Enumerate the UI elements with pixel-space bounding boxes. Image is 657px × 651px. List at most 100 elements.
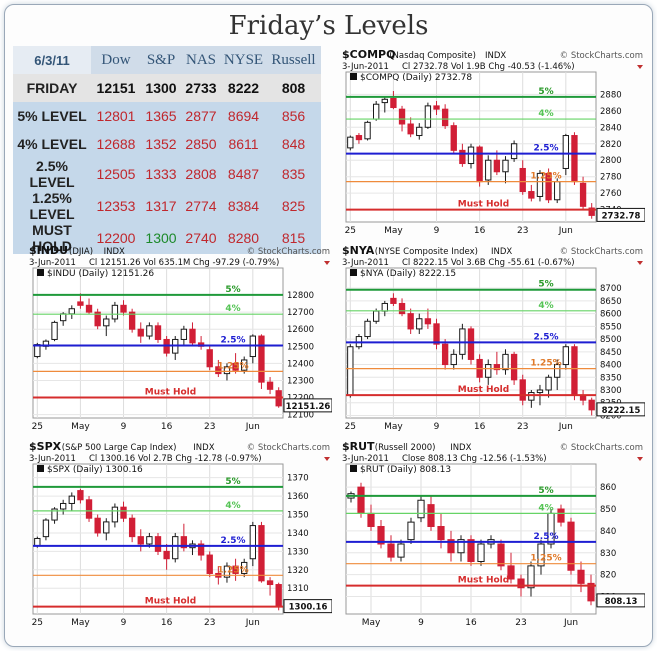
y-tick-label: 12100 <box>287 411 314 421</box>
candle-body <box>51 508 58 521</box>
candle-body <box>347 136 354 149</box>
candle-body <box>437 526 445 541</box>
y-tick-label: 12700 <box>287 308 314 318</box>
y-tick-label: 8450 <box>600 348 622 358</box>
y-tick-label: 2780 <box>600 173 622 183</box>
x-tick-label: Jun <box>245 618 260 628</box>
candle-body <box>424 105 432 128</box>
candle-body <box>528 392 535 401</box>
level-label: Must Hold <box>145 597 196 607</box>
candle-body <box>85 304 93 313</box>
level-label: Must Hold <box>458 576 509 586</box>
table-cell: 12151 <box>96 80 136 96</box>
candle-body <box>60 502 67 510</box>
candle-body <box>258 335 265 383</box>
table-cell: 825 <box>281 198 306 214</box>
x-tick-label: 25 <box>32 422 43 432</box>
row-label: 2.5% LEVEL <box>13 158 91 190</box>
candle-body <box>407 123 414 135</box>
candle-body <box>390 297 397 304</box>
last-price-box <box>596 593 645 608</box>
table-cell: 8222 <box>227 80 260 96</box>
x-tick-label: 25 <box>32 618 43 628</box>
chart-compq: $COMPQ (Nasdaq Composite) INDX © StockChart… <box>340 46 645 236</box>
level-label: 2.5% <box>534 144 559 154</box>
y-tick-label: 860 <box>600 483 616 493</box>
table-date: 6/3/11 <box>13 46 91 74</box>
candle-body <box>537 543 545 567</box>
table-cell: 12200 <box>96 230 136 246</box>
candle-body <box>172 536 179 560</box>
candle-body <box>137 536 144 545</box>
x-tick-label: 9 <box>121 422 127 432</box>
candle-body <box>137 328 144 337</box>
candle-body <box>357 486 365 514</box>
candle-body <box>249 525 256 560</box>
table-cell: 2850 <box>185 136 217 152</box>
candle-body <box>424 318 432 325</box>
candle-body <box>387 543 395 558</box>
candle-body <box>120 506 127 519</box>
chart-stats: Close 808.13 Chg -12.56 (-1.53%) <box>402 454 547 464</box>
level-label: 1.25% <box>530 554 561 564</box>
y-tick-label: 8200 <box>600 411 622 421</box>
page-frame: Friday’s Levels 6/3/11 Dow S&P NAS NYSE … <box>4 4 653 647</box>
y-tick-label: 2820 <box>600 140 622 150</box>
candle-body <box>146 325 153 337</box>
x-tick-label: May <box>384 422 403 432</box>
legend-swatch <box>350 465 357 472</box>
row-label: FRIDAY <box>13 74 91 102</box>
candle-body <box>536 389 544 394</box>
candle-body <box>258 525 265 582</box>
candle-body <box>433 323 440 345</box>
table-cell: 8280 <box>227 230 260 246</box>
table-cell: 12688 <box>96 136 136 152</box>
table-row: 5% LEVEL 12801 1365 2877 8694 856 <box>13 102 321 130</box>
candle-body <box>111 304 119 320</box>
chart-stats: Cl 1300.16 Vol 2.7B Chg -12.78 (-0.97%) <box>89 454 262 464</box>
col-header: NYSE <box>221 46 266 74</box>
candle-body <box>373 103 380 120</box>
last-price-label: 12151.26 <box>286 402 331 412</box>
candle-body <box>347 346 354 396</box>
chart-stats: Cl 12151.26 Vol 635.1M Chg -97.29 (-0.79… <box>89 258 279 268</box>
candle-body <box>223 366 231 375</box>
level-label: 2.5% <box>221 536 246 546</box>
table-cell: 815 <box>281 230 306 246</box>
chart-nya: $NYA (NYSE Composite Index) INDX © StockCha… <box>340 242 645 432</box>
x-tick-label: 23 <box>204 618 215 628</box>
table-cell: 848 <box>281 136 306 152</box>
chart-legend: $INDU (Daily) 12151.26 <box>47 269 154 279</box>
candle-body <box>536 172 544 197</box>
candle-body <box>467 539 475 562</box>
chart-subtitle: (DJIA) <box>69 247 93 257</box>
chevron-down-icon <box>637 261 643 265</box>
level-label: 5% <box>538 87 553 97</box>
chart-spx-svg: $SPX (S&P 500 Large Cap Index) INDX © Stock… <box>29 440 332 628</box>
candle-body <box>51 321 58 340</box>
last-price-box <box>283 398 332 413</box>
candle-body <box>381 98 388 104</box>
table-cell: 8487 <box>227 166 260 182</box>
candle-body <box>459 149 466 165</box>
col-header: NAS <box>181 46 221 74</box>
y-tick-label: 850 <box>600 505 616 515</box>
chevron-down-icon <box>637 65 643 69</box>
level-label: Must Hold <box>145 388 196 398</box>
candle-body <box>545 376 552 391</box>
level-label: 2.5% <box>534 532 559 542</box>
candle-body <box>450 353 457 366</box>
candle-body <box>457 539 465 554</box>
x-tick-label: 23 <box>517 226 528 236</box>
table-cell: 12353 <box>96 198 136 214</box>
table-cell: 2740 <box>185 230 217 246</box>
chart-exchange: INDX <box>104 247 125 257</box>
x-tick-label: 16 <box>161 422 173 432</box>
y-tick-label: 12500 <box>287 342 314 352</box>
chart-exchange: INDX <box>491 247 512 257</box>
candle-body <box>528 191 535 199</box>
candle-body <box>266 580 274 586</box>
x-tick-label: 16 <box>474 422 486 432</box>
levels-table: 6/3/11 Dow S&P NAS NYSE Russell FRIDAY 12… <box>13 46 321 254</box>
candle-body <box>180 536 188 549</box>
